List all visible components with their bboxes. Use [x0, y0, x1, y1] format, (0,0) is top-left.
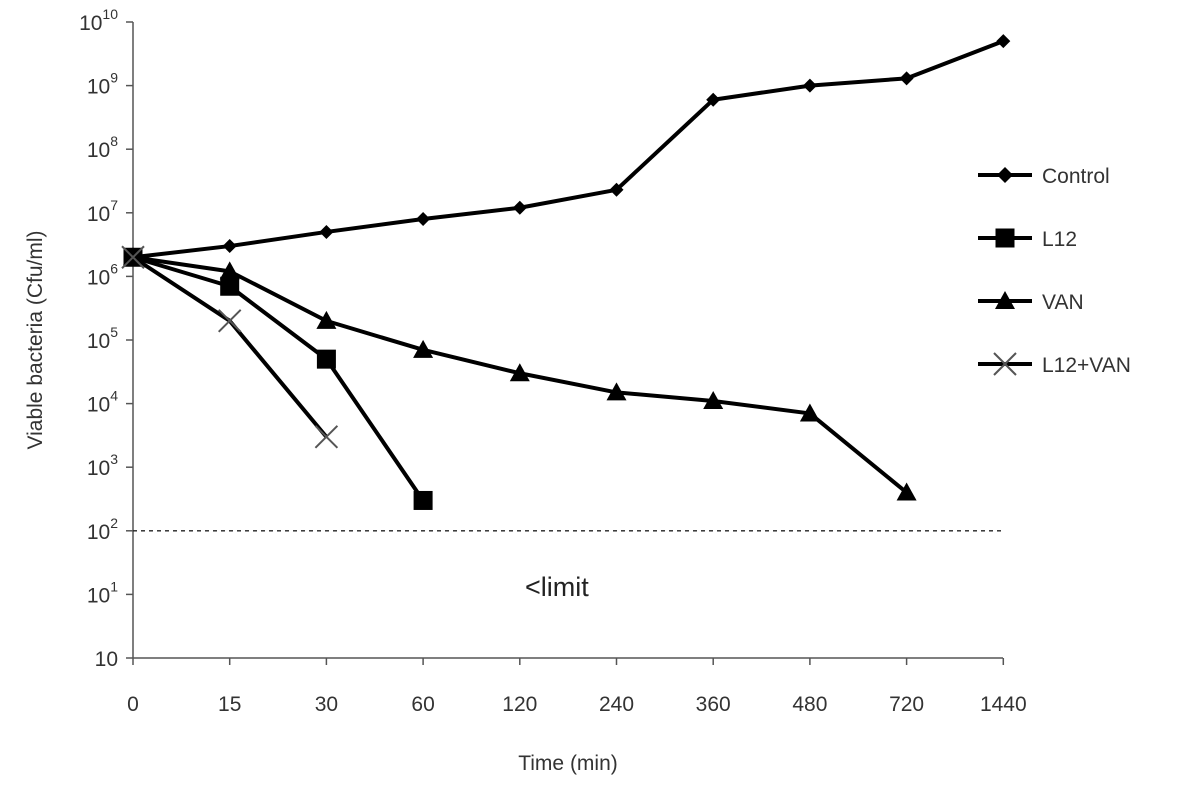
data-point-l12: [220, 276, 240, 296]
data-point-control: [899, 71, 914, 86]
x-tick-label: 0: [127, 693, 139, 716]
x-tick-label: 15: [218, 693, 241, 716]
data-point-van: [703, 390, 724, 409]
data-point-control: [802, 78, 817, 93]
y-tick-label: 107: [87, 197, 118, 226]
data-point-l12-van-stroke-b: [121, 245, 145, 269]
legend-marker-l12-van: [993, 352, 1017, 376]
y-tick-exponent: 2: [110, 515, 118, 531]
legend-item-l12: L12: [978, 228, 1077, 251]
data-point-control: [996, 34, 1011, 49]
data-point-van: [606, 382, 627, 401]
legend-marker-van: [995, 291, 1015, 309]
y-tick-base: 10: [95, 648, 118, 671]
y-tick-exponent: 3: [110, 451, 118, 467]
y-tick-label: 101: [87, 578, 118, 607]
y-tick-base: 10: [87, 394, 110, 417]
legend-marker-l12: [995, 228, 1015, 248]
data-point-l12: [413, 490, 433, 510]
data-point-l12-van-stroke-b: [314, 425, 339, 449]
x-tick-label: 30: [315, 693, 338, 716]
legend-marker-l12-van-stroke-b: [993, 352, 1017, 376]
y-axis-title: Viable bacteria (Cfu/ml): [24, 230, 47, 449]
y-tick-base: 10: [87, 330, 110, 353]
y-tick-label: 102: [87, 515, 118, 544]
x-axis: 0 15 30 60 120 240 360 480 720 1440: [127, 657, 1027, 716]
x-axis-title: Time (min): [518, 752, 618, 775]
series-van: [123, 247, 917, 501]
x-tick-label: 120: [502, 693, 537, 716]
series-line-l12: [132, 255, 425, 502]
data-point-control: [609, 182, 624, 197]
y-tick-base: 10: [87, 584, 110, 607]
series-l12-van: [121, 245, 339, 449]
legend: Control L12 VAN L12+VAN: [978, 165, 1131, 377]
y-tick-exponent: 10: [102, 6, 118, 22]
data-point-control: [416, 211, 431, 226]
y-tick-exponent: 5: [110, 324, 118, 340]
y-tick-base: 10: [87, 521, 110, 544]
y-tick-base: 10: [87, 266, 110, 289]
y-tick-label: 104: [87, 388, 118, 417]
y-tick-label: 10: [95, 648, 118, 671]
legend-item-control: Control: [978, 165, 1110, 188]
series-line-control: [132, 39, 1005, 260]
series-control: [126, 34, 1011, 265]
y-tick-label: 108: [87, 133, 118, 162]
y-tick-base: 10: [87, 203, 110, 226]
y-tick-label: 106: [87, 260, 118, 289]
y-tick-base: 10: [87, 457, 110, 480]
data-point-van: [896, 482, 917, 501]
data-point-control: [706, 92, 721, 107]
y-tick-exponent: 6: [110, 260, 118, 276]
y-tick-label: 105: [87, 324, 118, 353]
y-tick-base: 10: [87, 139, 110, 162]
data-point-van: [413, 339, 434, 358]
y-tick-exponent: 8: [110, 133, 118, 149]
legend-item-l12-van: L12+VAN: [978, 352, 1131, 377]
data-point-control: [319, 224, 334, 239]
x-tick-group: 0 15 30 60 120 240 360 480 720 1440: [127, 658, 1027, 716]
x-tick-label: 480: [792, 693, 827, 716]
y-tick-exponent: 1: [110, 578, 118, 594]
legend-marker-control: [997, 167, 1013, 183]
y-tick-exponent: 9: [110, 70, 118, 86]
data-point-l12-van-stroke-b: [217, 309, 242, 333]
y-tick-base: 10: [79, 12, 102, 35]
legend-label-l12-van: L12+VAN: [1042, 354, 1131, 377]
data-point-control: [222, 239, 237, 254]
data-point-l12-van: [121, 245, 145, 269]
series-layer: [121, 34, 1011, 510]
y-tick-label: 1010: [79, 6, 118, 35]
y-tick-label: 103: [87, 451, 118, 480]
x-tick-label: 360: [696, 693, 731, 716]
legend-label-van: VAN: [1042, 291, 1084, 314]
y-tick-base: 10: [87, 76, 110, 99]
y-tick-exponent: 4: [110, 388, 118, 404]
data-point-van: [509, 363, 530, 382]
x-tick-label: 240: [599, 693, 634, 716]
y-tick-label: 109: [87, 70, 118, 99]
data-point-l12-van: [314, 425, 339, 449]
data-point-van: [316, 310, 337, 329]
legend-item-van: VAN: [978, 291, 1084, 314]
data-point-l12: [316, 349, 336, 369]
x-tick-label: 720: [889, 693, 924, 716]
y-tick-exponent: 7: [110, 197, 118, 213]
legend-label-l12: L12: [1042, 228, 1077, 251]
data-point-van: [219, 261, 240, 280]
data-point-van: [799, 403, 820, 422]
data-point-control: [512, 200, 527, 215]
x-tick-label: 60: [411, 693, 434, 716]
limit-annotation: <limit: [525, 572, 589, 602]
legend-label-control: Control: [1042, 165, 1110, 188]
x-tick-label: 1440: [980, 693, 1027, 716]
data-point-l12-van: [217, 309, 242, 333]
